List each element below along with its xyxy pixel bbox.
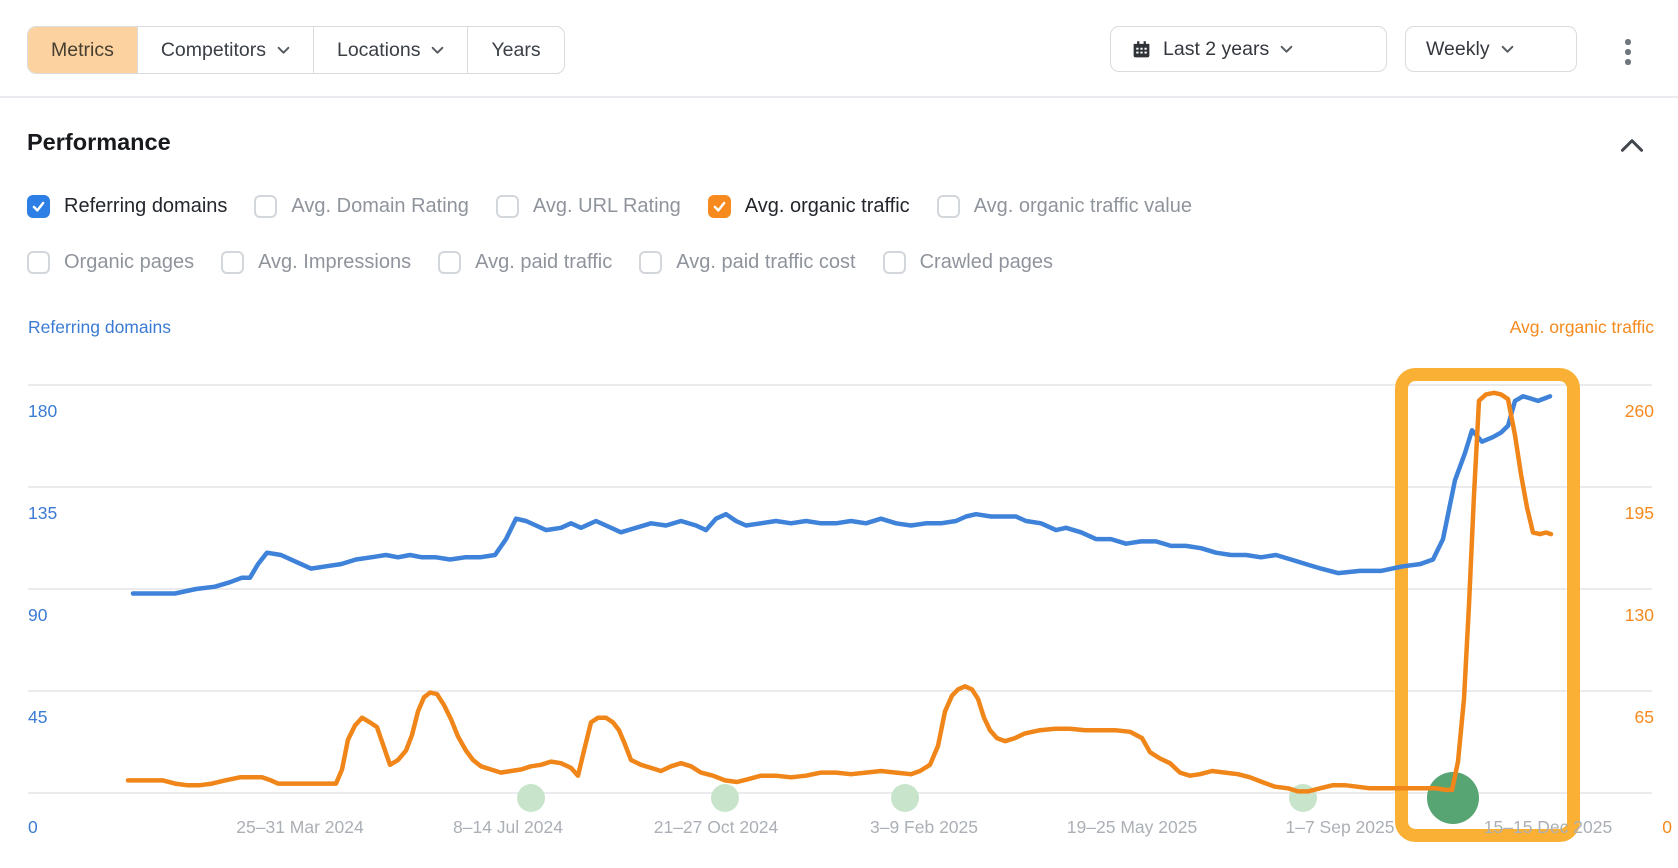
metric-toggle-avg-organic-traffic[interactable]: Avg. organic traffic xyxy=(707,195,910,218)
checkbox-unchecked-icon[interactable] xyxy=(639,251,663,274)
collapse-section-button[interactable] xyxy=(1616,134,1648,162)
chevron-down-icon xyxy=(1501,45,1514,54)
metrics-checkbox-row-1: Referring domains Avg. Domain Rating Avg. … xyxy=(27,195,1192,218)
x-axis-tick: 15–15 Dec 2025 xyxy=(1483,817,1613,837)
metric-toggle-referring-domains[interactable]: Referring domains xyxy=(27,195,227,218)
right-axis-title: Avg. organic traffic xyxy=(1509,317,1654,337)
left-axis-tick: 135 xyxy=(28,503,58,523)
checkbox-unchecked-icon[interactable] xyxy=(221,251,245,274)
checkbox-unchecked-icon[interactable] xyxy=(882,251,906,274)
tab-competitors[interactable]: Competitors xyxy=(136,27,313,73)
metric-toggle-organic-pages[interactable]: Organic pages xyxy=(27,251,194,274)
left-axis-title: Referring domains xyxy=(28,317,171,337)
metric-toggle-avg-organic-traffic-value[interactable]: Avg. organic traffic value xyxy=(936,195,1192,218)
event-dot[interactable] xyxy=(891,784,919,812)
metrics-tab-group: Metrics Competitors Locations Years xyxy=(27,26,565,74)
checkbox-unchecked-icon[interactable] xyxy=(254,195,278,218)
left-axis-zero-tick: 0 xyxy=(28,817,38,837)
metric-label: Avg. organic traffic xyxy=(744,195,910,217)
tab-metrics[interactable]: Metrics xyxy=(28,27,137,73)
checkbox-checked-icon[interactable] xyxy=(27,195,50,218)
metric-label: Avg. Impressions xyxy=(258,251,412,273)
metric-toggle-avg-impressions[interactable]: Avg. Impressions xyxy=(221,251,411,274)
metric-label: Avg. paid traffic cost xyxy=(676,251,856,273)
x-axis-tick: 8–14 Jul 2024 xyxy=(453,817,563,837)
checkbox-unchecked-icon[interactable] xyxy=(936,195,960,218)
granularity-label: Weekly xyxy=(1426,37,1490,60)
date-range-button[interactable]: Last 2 years xyxy=(1110,26,1387,72)
metrics-checkbox-row-2: Organic pages Avg. Impressions Avg. paid t… xyxy=(27,251,1053,274)
calendar-icon xyxy=(1131,39,1152,60)
toolbar-divider xyxy=(0,96,1678,98)
metric-toggle-crawled-pages[interactable]: Crawled pages xyxy=(882,251,1054,274)
metric-toggle-avg-paid-traffic[interactable]: Avg. paid traffic xyxy=(438,251,612,274)
metric-label: Avg. URL Rating xyxy=(532,195,681,217)
event-dot[interactable] xyxy=(711,784,739,812)
tab-locations[interactable]: Locations xyxy=(312,27,467,73)
right-axis-zero-tick: 0 xyxy=(1662,817,1672,837)
checkbox-unchecked-icon[interactable] xyxy=(27,251,50,274)
metric-label: Referring domains xyxy=(64,195,228,217)
chevron-down-icon xyxy=(1280,45,1293,54)
right-axis-tick: 130 xyxy=(1624,605,1654,625)
right-axis-tick: 260 xyxy=(1624,401,1654,421)
metric-label: Avg. Domain Rating xyxy=(291,195,469,217)
metric-toggle-avg-paid-traffic-cost[interactable]: Avg. paid traffic cost xyxy=(639,251,856,274)
x-axis-tick: 3–9 Feb 2025 xyxy=(869,817,979,837)
checkbox-unchecked-icon[interactable] xyxy=(438,251,462,274)
tab-years[interactable]: Years xyxy=(467,27,563,73)
date-range-label: Last 2 years xyxy=(1163,37,1270,60)
x-axis-tick: 21–27 Oct 2024 xyxy=(653,817,779,837)
checkbox-checked-icon[interactable] xyxy=(707,195,731,218)
more-options-button[interactable] xyxy=(1619,33,1637,71)
metric-label: Avg. paid traffic xyxy=(475,251,613,273)
granularity-button[interactable]: Weekly xyxy=(1405,26,1577,72)
left-axis-tick: 90 xyxy=(28,605,48,625)
chevron-down-icon xyxy=(431,46,444,55)
right-axis-tick: 195 xyxy=(1624,503,1654,523)
avg-organic-traffic-line xyxy=(125,390,1554,794)
event-dot[interactable] xyxy=(517,784,545,812)
left-axis-tick: 45 xyxy=(28,707,48,727)
big-event-dot[interactable] xyxy=(1427,772,1479,824)
tab-label: Locations xyxy=(336,38,421,61)
x-axis-tick: 1–7 Sep 2025 xyxy=(1285,817,1395,837)
tab-label: Years xyxy=(491,38,541,61)
metric-label: Avg. organic traffic value xyxy=(973,195,1192,217)
chevron-down-icon xyxy=(277,46,290,55)
tab-label: Metrics xyxy=(51,38,114,61)
highlight-box xyxy=(1395,368,1580,842)
x-axis-tick: 25–31 Mar 2024 xyxy=(236,817,364,837)
right-axis-tick: 65 xyxy=(1634,707,1654,727)
checkbox-unchecked-icon[interactable] xyxy=(495,195,519,218)
tab-label: Competitors xyxy=(160,38,266,61)
metric-toggle-avg-url-rating[interactable]: Avg. URL Rating xyxy=(495,195,681,218)
metric-label: Crawled pages xyxy=(919,251,1054,273)
referring-domains-line xyxy=(130,394,1553,596)
metric-label: Organic pages xyxy=(64,251,195,273)
left-axis-tick: 180 xyxy=(28,401,58,421)
section-title: Performance xyxy=(27,129,171,155)
x-axis-tick: 19–25 May 2025 xyxy=(1066,817,1198,837)
metric-toggle-avg-domain-rating[interactable]: Avg. Domain Rating xyxy=(254,195,469,218)
